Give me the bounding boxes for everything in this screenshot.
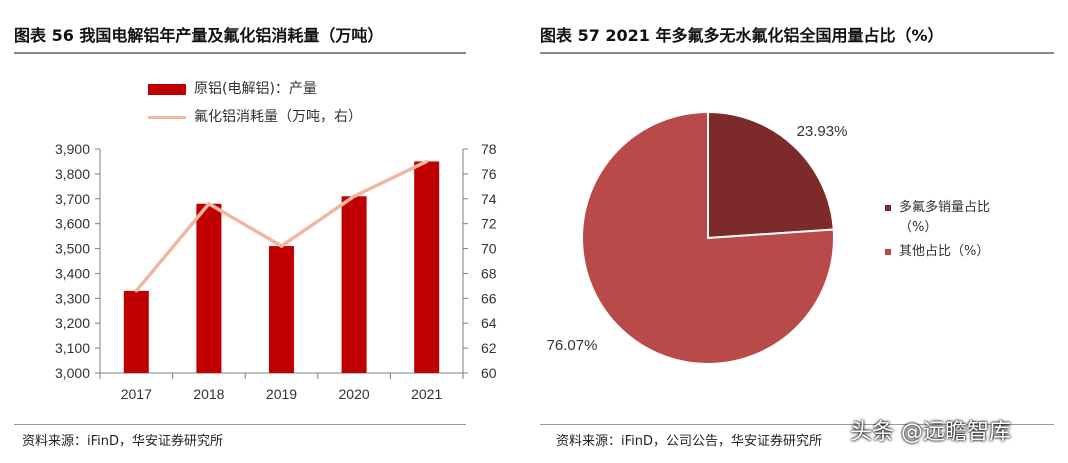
left-tick-label: 3,000 (55, 365, 90, 381)
market-share-pie-chart: 23.93% 76.07% (547, 110, 848, 365)
x-tick-label: 2020 (339, 386, 370, 402)
legend-bar-swatch (148, 83, 186, 95)
legend-bar-entry: 原铝(电解铝)：产量 (148, 78, 317, 98)
left-tick-label: 3,200 (55, 315, 90, 331)
production-bar (414, 161, 440, 373)
pie-legend-entry-duofuoduo: 多氟多销量占比 (885, 198, 990, 218)
left-chart-title: 图表 56 我国电解铝年产量及氟化铝消耗量（万吨） (14, 26, 384, 45)
left-tick-label: 3,400 (55, 265, 90, 281)
pie-legend-label-duofuoduo-unit: （%） (899, 220, 938, 235)
left-tick-label: 3,500 (55, 241, 90, 257)
right-tick-label: 60 (481, 365, 497, 381)
right-tick-label: 62 (481, 340, 497, 356)
x-tick-label: 2017 (121, 386, 152, 402)
production-bar (341, 196, 367, 373)
right-tick-label: 66 (481, 290, 497, 306)
consumption-point (207, 202, 211, 206)
right-footer-rule (540, 424, 1054, 425)
aluminum-production-chart: 3,000 3,100 3,200 3,300 3,400 3,500 3,600 3,700… (55, 141, 497, 402)
legend-line-label: 氟化铝消耗量（万吨，右） (194, 109, 362, 125)
left-tick-label: 3,800 (55, 166, 90, 182)
pie-legend-dot-light (885, 248, 891, 255)
pie-slice-label: 76.07% (547, 337, 598, 354)
right-tick-label: 64 (481, 315, 497, 331)
right-source-note: 资料来源：iFinD，公司公告，华安证券研究所 (556, 434, 823, 449)
pie-slice-label: 23.93% (797, 123, 848, 140)
pie-slice (581, 110, 835, 365)
consumption-point (134, 289, 138, 293)
left-tick-label: 3,100 (55, 340, 90, 356)
production-bar (196, 203, 222, 373)
x-tick-label: 2021 (411, 386, 442, 402)
right-tick-label: 68 (481, 265, 497, 281)
x-tick-label: 2018 (193, 386, 224, 402)
pie-slice (707, 110, 835, 240)
left-tick-label: 3,600 (55, 216, 90, 232)
legend-bar-label: 原铝(电解铝)：产量 (194, 81, 317, 97)
left-tick-label: 3,300 (55, 290, 90, 306)
pie-legend-dot-dark (885, 204, 891, 211)
x-tick-label: 2019 (266, 386, 297, 402)
production-bar (269, 246, 294, 373)
pie-legend-entry-duofuoduo-unit: （%） (885, 218, 990, 238)
right-tick-label: 70 (481, 241, 497, 257)
pie-legend-entry-other: 其他占比（%） (885, 242, 990, 262)
pie-legend: 多氟多销量占比 （%） 其他占比（%） (885, 198, 990, 262)
consumption-point (425, 159, 429, 163)
left-tick-label: 3,700 (55, 191, 90, 207)
pie-legend-label-other: 其他占比（%） (899, 244, 990, 259)
right-tick-label: 78 (481, 141, 497, 157)
consumption-point (280, 244, 283, 248)
pie-legend-label-duofuoduo: 多氟多销量占比 (899, 200, 991, 215)
production-bar (123, 290, 149, 373)
watermark-text: 头条 @远瞻智库 (850, 420, 1011, 445)
right-tick-label: 76 (481, 166, 497, 182)
right-chart-title: 图表 57 2021 年多氟多无水氟化铝全国用量占比（%） (540, 26, 944, 45)
right-tick-label: 74 (481, 191, 497, 207)
right-header-rule (540, 52, 1054, 54)
left-footer-rule (14, 424, 466, 425)
legend-line-entry: 氟化铝消耗量（万吨，右） (148, 106, 362, 126)
left-source-note: 资料来源：iFinD，华安证券研究所 (22, 434, 224, 449)
legend-line-swatch (148, 115, 186, 119)
left-tick-label: 3,900 (55, 141, 90, 157)
consumption-point (352, 194, 356, 198)
right-tick-label: 72 (481, 216, 497, 232)
left-header-rule (14, 52, 466, 54)
